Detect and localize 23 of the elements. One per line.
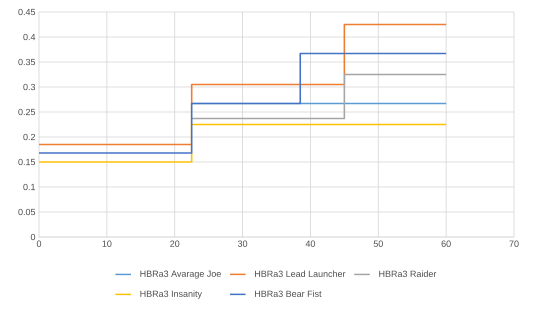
y-tick-label: 0.25 [18,108,36,116]
x-tick-label: 50 [374,240,383,247]
y-tick-label: 0.45 [18,8,36,16]
legend-label: HBRa3 Insanity [140,290,202,299]
y-tick-label: 0.2 [23,134,36,140]
x-tick-label: 60 [442,240,451,247]
y-tick-label: 0.05 [18,208,36,216]
legend-label: HBRa3 Lead Launcher [255,270,346,278]
x-tick-label: 70 [509,240,519,247]
y-tick-label: 0.35 [18,58,36,66]
legend-label: HBRa3 Avarage Joe [140,270,221,279]
x-tick-label: 10 [102,240,112,247]
y-tick-label: 0.15 [18,158,36,166]
legend-label: HBRa3 Raider [379,270,436,278]
legend-label: HBRa3 Bear Fist [255,290,322,297]
x-tick-label: 30 [238,240,248,247]
x-tick-label: 40 [306,240,316,247]
y-tick-label: 0.1 [23,184,36,190]
x-tick-label: 0 [36,240,42,247]
y-tick-label: 0.3 [23,84,36,90]
y-tick-label: 0 [30,234,36,240]
x-tick-label: 20 [170,240,180,247]
y-tick-label: 0.4 [23,34,36,40]
